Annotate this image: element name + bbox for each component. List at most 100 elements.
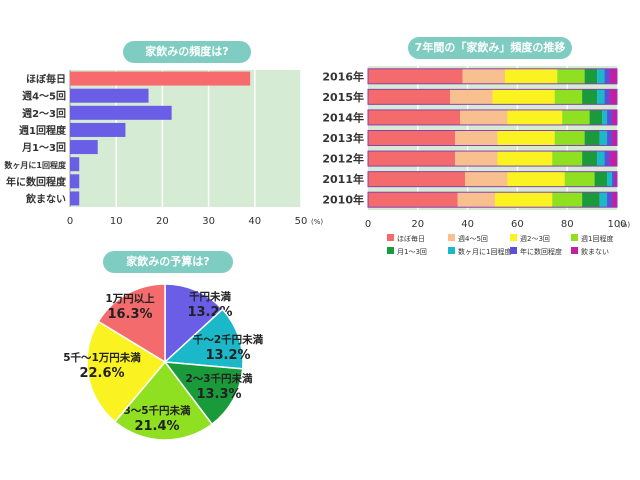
x-tick-label: 80 — [561, 219, 574, 230]
stacked-segment — [597, 89, 605, 105]
stacked-segment — [492, 89, 555, 105]
stacked-segment — [599, 130, 608, 146]
stacked-segment — [589, 109, 603, 125]
stacked-segment — [552, 192, 583, 208]
year-label: 2014年 — [322, 110, 364, 124]
x-tick-label: 0 — [67, 216, 73, 227]
stacked-segment — [607, 192, 613, 208]
budget-chart-title: 家飲みの予算は? — [103, 251, 233, 273]
legend-label: 週2～3回 — [520, 234, 550, 243]
stacked-segment — [604, 68, 610, 84]
stacked-segment — [584, 68, 598, 84]
pie-slice — [86, 320, 167, 423]
bar-outline — [367, 130, 618, 146]
pie-slice — [163, 361, 244, 426]
slice-label: 千円未満 — [189, 290, 231, 303]
year-label: 2010年 — [322, 193, 364, 207]
legend-label: ほぼ毎日 — [397, 234, 425, 243]
stacked-segment — [599, 192, 608, 208]
category-label: 数ヶ月に1回程度 — [4, 160, 67, 170]
stacked-segment — [562, 109, 590, 125]
pie-slice — [113, 360, 214, 441]
year-label: 2013年 — [322, 131, 364, 145]
stacked-segment — [609, 68, 617, 84]
stacked-segment — [602, 109, 608, 125]
bar-outline — [367, 68, 618, 85]
bar — [70, 191, 80, 206]
frequency-chart-title: 家飲みの頻度は? — [123, 41, 251, 63]
legend-swatch — [387, 247, 394, 254]
legend-swatch — [571, 247, 578, 254]
stacked-segment — [609, 89, 617, 105]
category-label: 飲まない — [25, 192, 66, 205]
legend-label: 週1回程度 — [581, 234, 613, 243]
stacked-segment — [612, 192, 617, 208]
stacked-segment — [368, 130, 456, 146]
legend-label: 月1～3回 — [397, 248, 427, 256]
slice-value-label: 13.2% — [205, 348, 250, 363]
stacked-segment — [368, 192, 458, 208]
stacked-segment — [552, 151, 583, 167]
x-unit-label: (%) — [311, 218, 323, 226]
slice-label: 千～2千円未満 — [193, 333, 264, 346]
legend-label: 飲まない — [581, 247, 609, 256]
stacked-segment — [368, 109, 461, 125]
year-label: 2015年 — [322, 90, 364, 104]
bar-outline — [367, 171, 618, 188]
legend-swatch — [510, 247, 517, 254]
stacked-segment — [604, 151, 610, 167]
stacked-segment — [368, 151, 456, 167]
stacked-segment — [497, 151, 553, 167]
bar-outline — [367, 191, 618, 208]
legend-swatch — [448, 234, 455, 241]
category-label: 月1～3回 — [21, 142, 66, 154]
year-label: 2012年 — [322, 152, 364, 166]
stacked-segment — [607, 171, 613, 187]
stacked-segment — [612, 171, 615, 187]
stacked-segment — [460, 109, 508, 125]
stacked-segment — [368, 68, 463, 84]
x-tick-label: 40 — [461, 219, 474, 230]
legend-label: 年に数回程度 — [520, 247, 562, 256]
stacked-segment — [554, 89, 583, 105]
stacked-segment — [612, 130, 617, 146]
stacked-segment — [462, 68, 505, 84]
x-tick-label: 30 — [202, 216, 215, 227]
bar — [70, 88, 149, 103]
legend-swatch — [571, 234, 578, 241]
x-tick-label: 100 — [607, 219, 626, 230]
stacked-segment — [455, 130, 498, 146]
stacked-segment — [604, 89, 610, 105]
category-label: 週4～5回 — [22, 91, 66, 103]
stacked-segment — [504, 68, 558, 84]
stacked-segment — [609, 151, 617, 167]
stacked-segment — [564, 171, 595, 187]
x-tick-label: 50 — [295, 216, 308, 227]
category-label: ほぼ毎日 — [26, 73, 66, 86]
stacked-segment — [597, 151, 605, 167]
stacked-segment — [582, 151, 598, 167]
year-label: 2016年 — [322, 69, 364, 83]
stacked-segment — [455, 151, 498, 167]
category-label: 週1回程度 — [19, 124, 67, 137]
legend-swatch — [387, 234, 394, 241]
category-label: 週2～3回 — [22, 108, 66, 120]
bar-outline — [367, 150, 618, 167]
legend-label: 数ヶ月に1回程度 — [458, 247, 511, 256]
pie-slice — [163, 308, 244, 370]
bar — [70, 71, 251, 86]
legend-swatch — [448, 247, 455, 254]
stacked-segment — [582, 89, 598, 105]
bar — [70, 174, 80, 189]
stacked-segment — [614, 171, 617, 187]
legend-swatch — [510, 234, 517, 241]
category-label: 年に数回程度 — [6, 175, 67, 188]
slice-label: 5千～1万円未満 — [63, 351, 141, 364]
x-tick-label: 10 — [110, 216, 123, 227]
slice-value-label: 22.6% — [79, 366, 124, 381]
bar — [70, 105, 172, 120]
stacked-segment — [368, 89, 451, 105]
x-tick-label: 60 — [511, 219, 524, 230]
